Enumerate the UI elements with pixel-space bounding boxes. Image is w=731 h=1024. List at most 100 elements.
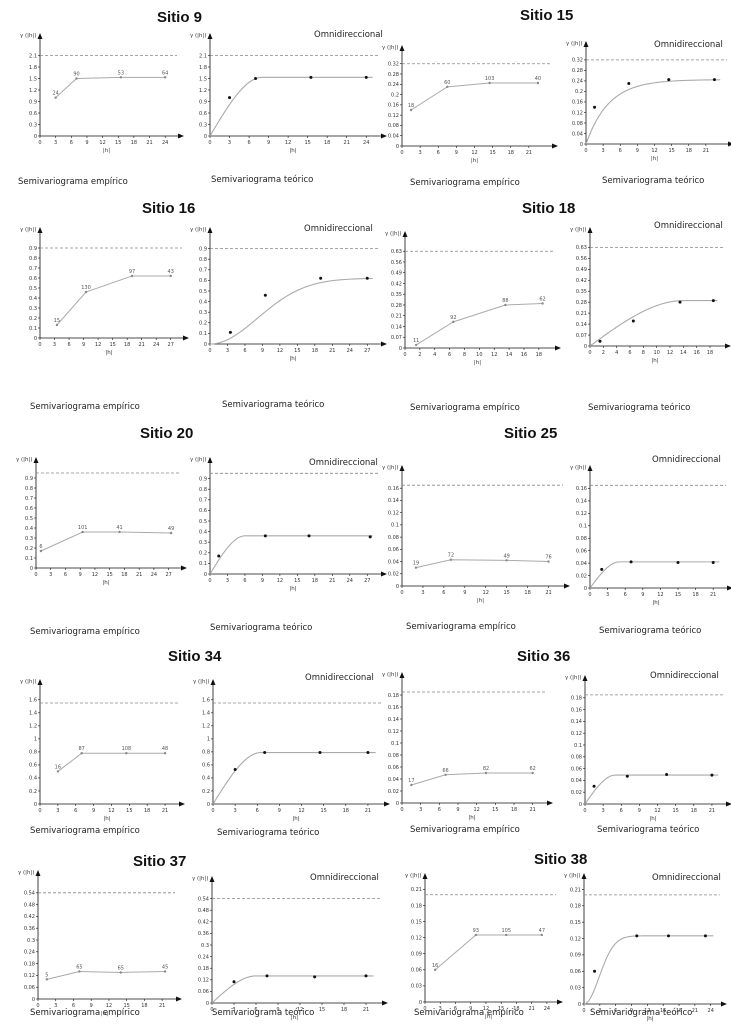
omnidirectional-label: Omnidireccional — [652, 455, 721, 465]
x-tick-label: 18 — [508, 150, 514, 156]
model-point — [711, 299, 715, 303]
x-axis-label: |h| — [105, 350, 112, 356]
x-axis-arrow-icon — [564, 583, 570, 589]
y-tick-label: 0.63 — [391, 249, 402, 255]
empirical-point — [452, 320, 455, 324]
site-title: Sitio 18 — [522, 200, 576, 217]
y-tick-label: 0.42 — [24, 914, 35, 920]
model-curve — [585, 79, 721, 145]
y-tick-label: 0.08 — [388, 753, 399, 759]
y-tick-label: 0.36 — [24, 926, 35, 932]
x-axis-label: |h| — [289, 356, 296, 362]
x-tick-label: 24 — [151, 572, 157, 578]
empirical-semivariogram: γ (|h|) |h| 0 3 6 9 12 15 18 21 0 0.06 0.12 0.18 0.24 0… — [18, 870, 182, 1017]
y-tick-label: 0.3 — [199, 122, 207, 128]
pair-count-label: 53 — [118, 70, 124, 76]
x-axis-label: |h| — [291, 1015, 298, 1021]
theoretical-caption: Semivariograma teórico — [212, 1008, 315, 1018]
model-point — [228, 96, 232, 100]
x-tick-label: 15 — [123, 1003, 129, 1009]
x-tick-label: 15 — [672, 808, 678, 814]
theoretical-caption: Semivariograma teórico — [222, 400, 325, 410]
y-tick-label: 1.4 — [29, 711, 37, 717]
theoretical-semivariogram: γ (|h|) |h| 0 3 6 9 12 15 18 21 0 0.02 0.04 0.06 0.08 0… — [570, 465, 731, 606]
y-axis-label: γ (|h|) — [192, 876, 209, 882]
y-axis-arrow-icon — [37, 679, 43, 685]
y-tick-label: 0 — [399, 346, 402, 352]
y-tick-label: 1.2 — [199, 88, 207, 94]
y-axis-arrow-icon — [209, 876, 215, 882]
y-tick-label: 0.06 — [388, 547, 399, 553]
x-tick-label: 9 — [85, 140, 88, 146]
model-point — [263, 293, 267, 297]
y-tick-label: 0.14 — [576, 499, 587, 505]
y-tick-label: 0.2 — [199, 321, 207, 327]
x-tick-label: 21 — [159, 1003, 165, 1009]
empirical-point — [414, 343, 418, 347]
empirical-point — [130, 274, 134, 278]
y-tick-label: 0.3 — [27, 938, 35, 944]
y-tick-label: 0.4 — [25, 526, 33, 532]
x-tick-label: 0 — [38, 140, 41, 146]
site-title: Sitio 16 — [142, 200, 196, 217]
pair-count-label: 93 — [473, 928, 479, 934]
y-tick-label: 0.5 — [199, 289, 207, 295]
pair-count-label: 45 — [162, 964, 168, 970]
y-tick-label: 0.54 — [24, 891, 35, 897]
y-tick-label: 0.12 — [24, 973, 35, 979]
empirical-caption: Semivariograma empírico — [30, 627, 140, 637]
x-tick-label: 24 — [347, 578, 353, 584]
empirical-point — [54, 96, 57, 99]
x-tick-label: 21 — [529, 807, 535, 813]
x-tick-label: 15 — [294, 578, 300, 584]
empirical-point — [163, 76, 167, 79]
x-axis-arrow-icon — [183, 335, 189, 341]
y-tick-label: 0.2 — [29, 316, 37, 322]
y-tick-label: 0.04 — [388, 559, 399, 565]
model-point — [217, 554, 221, 558]
y-axis-label: γ (|h|) — [190, 227, 207, 233]
x-tick-label: 9 — [82, 342, 85, 348]
x-tick-label: 9 — [456, 807, 459, 813]
x-tick-label: 3 — [606, 592, 609, 598]
x-tick-label: 6 — [243, 348, 246, 354]
y-tick-label: 0.14 — [571, 719, 582, 725]
y-tick-label: 0.12 — [572, 110, 583, 116]
x-tick-label: 18 — [343, 808, 349, 814]
y-tick-label: 0.18 — [570, 904, 581, 910]
empirical-semivariogram: γ (|h|) |h| 0 3 6 9 12 15 18 21 0 0.2 0.4 0.6 0.8 1 1.2 1… — [20, 679, 185, 822]
x-tick-label: 14 — [506, 352, 512, 358]
y-tick-label: 0.9 — [29, 246, 37, 252]
x-tick-label: 6 — [247, 140, 250, 146]
pair-count-label: 6 — [39, 544, 42, 550]
x-tick-label: 0 — [584, 148, 587, 154]
y-axis-arrow-icon — [399, 672, 405, 678]
empirical-caption: Semivariograma empírico — [18, 177, 128, 187]
y-tick-label: 0.4 — [29, 296, 37, 302]
x-tick-label: 27 — [364, 578, 370, 584]
model-point — [712, 78, 716, 82]
y-tick-label: 0.12 — [411, 935, 422, 941]
x-tick-label: 12 — [471, 150, 477, 156]
empirical-point — [80, 751, 83, 755]
x-tick-label: 0 — [208, 140, 211, 146]
y-tick-label: 0.06 — [570, 969, 581, 975]
model-point — [364, 974, 368, 978]
model-curve — [211, 975, 374, 1004]
x-tick-label: 6 — [628, 350, 631, 356]
x-tick-label: 9 — [79, 572, 82, 578]
y-tick-label: 0.35 — [576, 289, 587, 295]
x-axis-arrow-icon — [727, 585, 731, 591]
x-tick-label: 0 — [211, 808, 214, 814]
model-curve — [209, 76, 373, 137]
pair-count-label: 65 — [118, 965, 124, 971]
x-tick-label: 12 — [285, 140, 291, 146]
model-point — [627, 82, 631, 86]
empirical-line — [56, 275, 171, 326]
y-tick-label: 0.28 — [572, 68, 583, 74]
y-tick-label: 0.36 — [198, 931, 209, 937]
x-tick-label: 12 — [483, 1006, 489, 1012]
x-axis-arrow-icon — [557, 999, 563, 1005]
pair-count-label: 47 — [539, 928, 545, 934]
y-tick-label: 0.12 — [571, 731, 582, 737]
